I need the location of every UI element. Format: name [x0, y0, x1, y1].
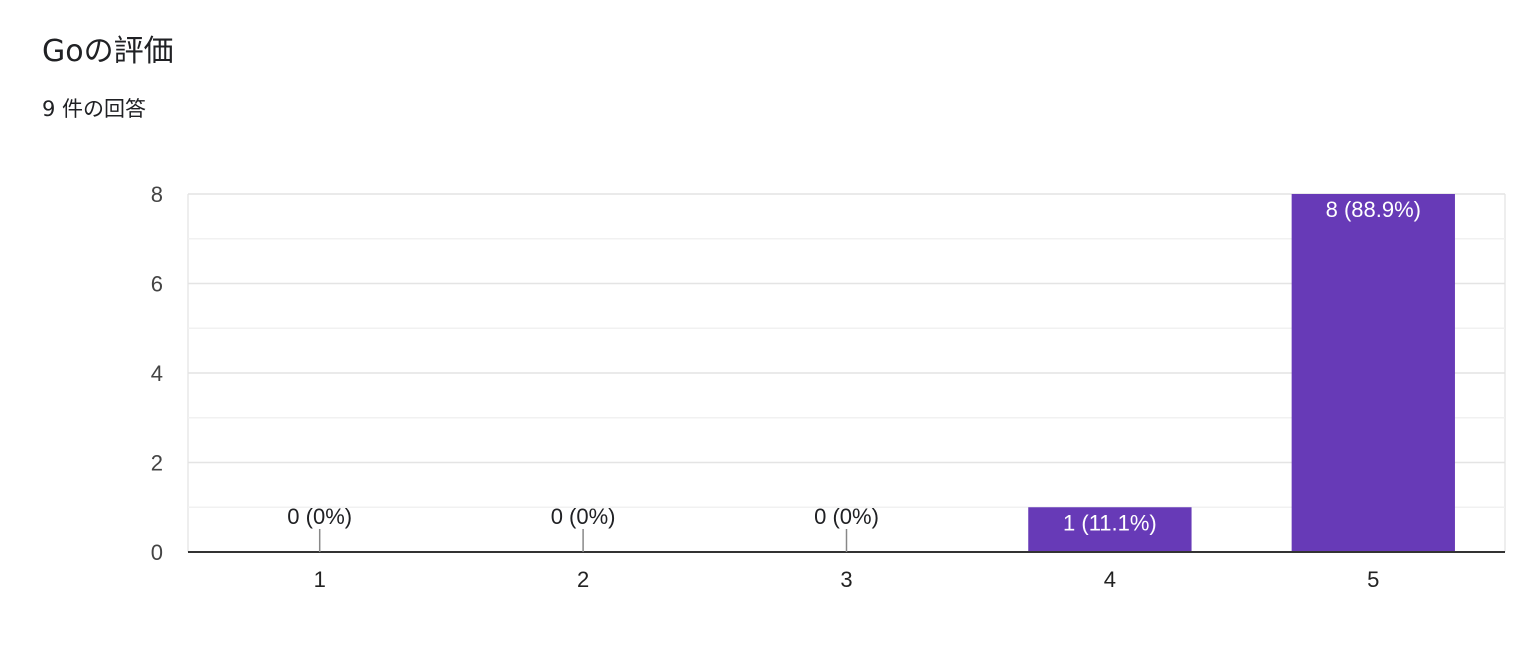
data-label: 1 (11.1%) — [1063, 510, 1157, 535]
y-axis-tick-labels: 0 2 4 6 8 — [151, 182, 163, 565]
gridlines — [187, 193, 1506, 552]
bar — [1291, 194, 1455, 552]
response-count: 9 件の回答 — [42, 97, 147, 121]
x-axis-tick-labels: 1 2 3 4 5 — [314, 567, 1380, 592]
x-tick-label: 3 — [840, 567, 852, 592]
y-tick-label: 0 — [151, 540, 163, 565]
bars — [1028, 194, 1455, 552]
data-label: 0 (0%) — [287, 504, 352, 529]
chart-title: Goの評価 — [42, 34, 174, 69]
x-tick-label: 4 — [1104, 567, 1116, 592]
y-tick-label: 2 — [151, 451, 163, 476]
x-tick-label: 1 — [314, 567, 326, 592]
y-tick-label: 8 — [151, 182, 163, 207]
x-tick-label: 5 — [1367, 567, 1379, 592]
data-label: 0 (0%) — [551, 504, 616, 529]
data-label: 8 (88.9%) — [1326, 197, 1421, 222]
bar — [1028, 507, 1192, 552]
y-tick-label: 6 — [151, 272, 163, 297]
y-tick-label: 4 — [151, 361, 163, 386]
data-labels: 0 (0%) 0 (0%) 0 (0%) 1 (11.1%) 8 (88.9%) — [287, 197, 1421, 552]
data-label: 0 (0%) — [814, 504, 879, 529]
x-tick-label: 2 — [577, 567, 589, 592]
